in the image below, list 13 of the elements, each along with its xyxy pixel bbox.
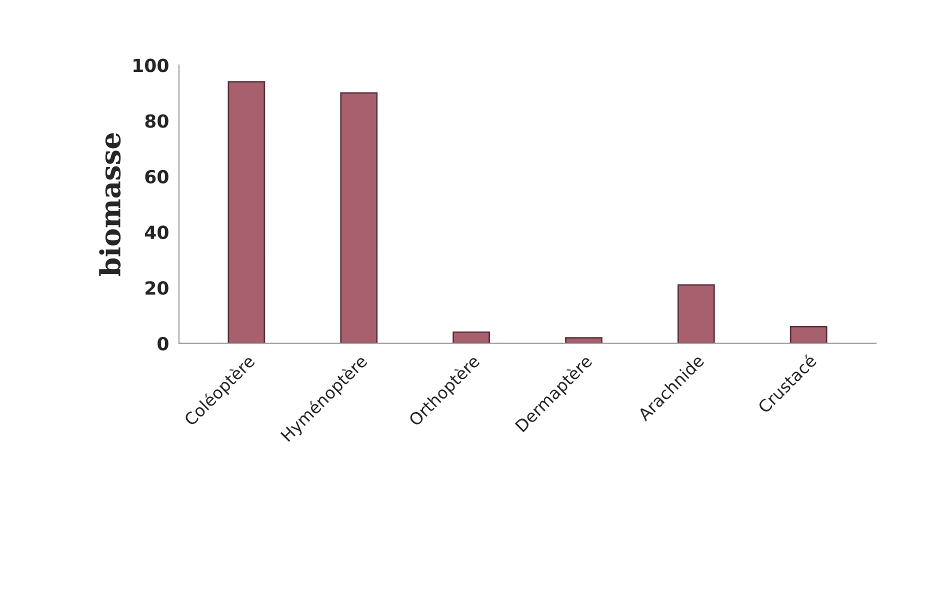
bar — [790, 326, 828, 344]
y-tick-label: 0 — [158, 336, 168, 350]
y-tick-label: 100 — [134, 58, 168, 72]
bar — [677, 284, 715, 344]
bar — [340, 92, 378, 344]
bar — [452, 332, 490, 344]
y-tick-label: 40 — [144, 226, 168, 240]
y-axis-title: biomasse — [99, 133, 121, 276]
y-tick-label: 80 — [145, 114, 168, 128]
y-tick-label: 60 — [145, 170, 168, 184]
bar — [565, 337, 602, 344]
y-tick-label: 20 — [146, 281, 168, 295]
bar — [228, 81, 266, 344]
